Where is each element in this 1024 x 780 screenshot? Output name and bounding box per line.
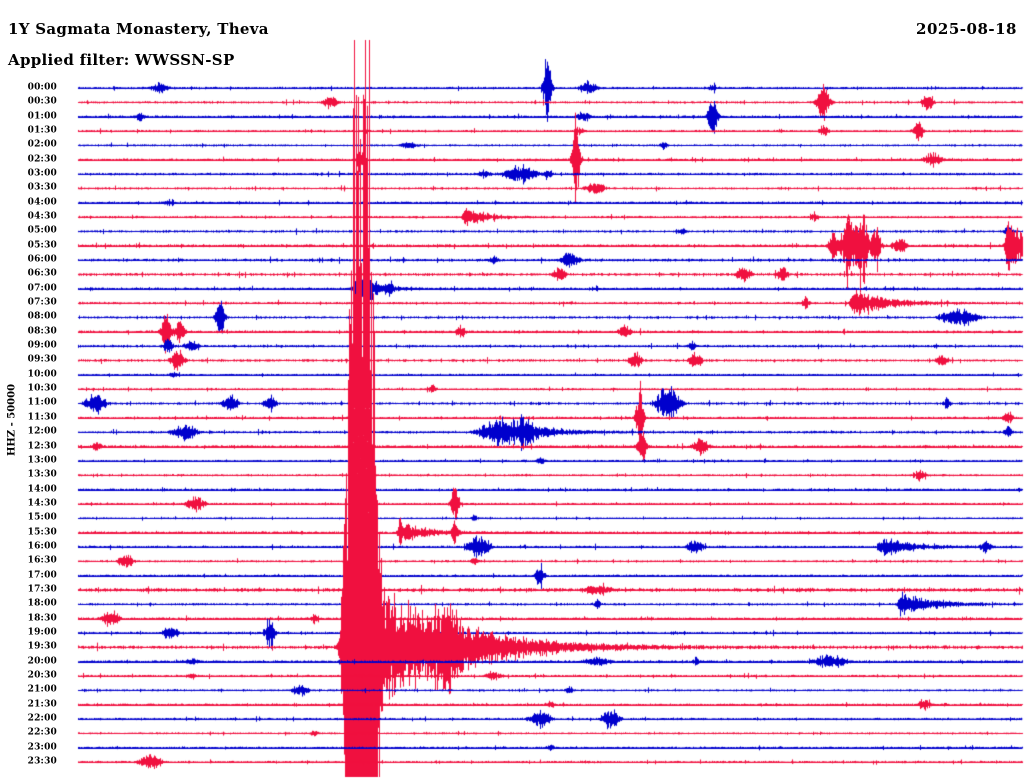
time-label: 02:00 bbox=[27, 139, 57, 150]
time-label: 09:00 bbox=[27, 340, 57, 351]
time-label: 01:00 bbox=[27, 111, 57, 122]
time-label: 10:00 bbox=[27, 369, 57, 380]
time-label: 14:30 bbox=[27, 498, 57, 509]
time-label: 22:00 bbox=[27, 713, 57, 724]
time-label: 06:30 bbox=[27, 268, 57, 279]
time-label: 17:30 bbox=[27, 584, 57, 595]
time-label: 13:00 bbox=[27, 455, 57, 466]
station-title: 1Y Sagmata Monastery, Theva bbox=[8, 20, 269, 38]
date-label: 2025-08-18 bbox=[916, 20, 1017, 38]
time-label: 16:00 bbox=[27, 541, 57, 552]
time-label: 18:00 bbox=[27, 598, 57, 609]
time-label: 14:00 bbox=[27, 484, 57, 495]
time-label: 00:30 bbox=[27, 96, 57, 107]
time-label: 23:00 bbox=[27, 742, 57, 753]
time-label: 07:30 bbox=[27, 297, 57, 308]
time-label: 04:30 bbox=[27, 211, 57, 222]
time-label: 17:00 bbox=[27, 570, 57, 581]
time-label: 13:30 bbox=[27, 469, 57, 480]
time-label: 10:30 bbox=[27, 383, 57, 394]
time-label: 21:30 bbox=[27, 699, 57, 710]
time-label: 08:30 bbox=[27, 326, 57, 337]
time-label: 04:00 bbox=[27, 197, 57, 208]
applied-filter-label: Applied filter: WWSSN-SP bbox=[8, 51, 235, 69]
time-label: 16:30 bbox=[27, 555, 57, 566]
time-label: 03:30 bbox=[27, 182, 57, 193]
time-label: 21:00 bbox=[27, 684, 57, 695]
time-label: 20:30 bbox=[27, 670, 57, 681]
time-label: 11:00 bbox=[27, 397, 57, 408]
time-label: 15:30 bbox=[27, 527, 57, 538]
time-label: 19:30 bbox=[27, 641, 57, 652]
time-label: 08:00 bbox=[27, 311, 57, 322]
time-label: 20:00 bbox=[27, 656, 57, 667]
time-label: 12:30 bbox=[27, 441, 57, 451]
time-label: 23:30 bbox=[27, 756, 57, 767]
time-label: 03:00 bbox=[27, 168, 57, 179]
time-label: 19:00 bbox=[27, 627, 57, 638]
time-label: 07:00 bbox=[27, 283, 57, 294]
time-label: 18:30 bbox=[27, 613, 57, 624]
time-label: 01:30 bbox=[27, 125, 57, 136]
time-label: 06:00 bbox=[27, 254, 57, 265]
time-label: 05:00 bbox=[27, 225, 57, 236]
time-label: 15:00 bbox=[27, 512, 57, 523]
time-label: 02:30 bbox=[27, 154, 57, 165]
time-label: 05:30 bbox=[27, 240, 57, 251]
time-label: 22:30 bbox=[27, 727, 57, 738]
time-label: 12:00 bbox=[27, 426, 57, 437]
time-label: 11:30 bbox=[27, 412, 57, 423]
time-label: 09:30 bbox=[27, 354, 57, 365]
time-label: 00:00 bbox=[27, 82, 57, 93]
